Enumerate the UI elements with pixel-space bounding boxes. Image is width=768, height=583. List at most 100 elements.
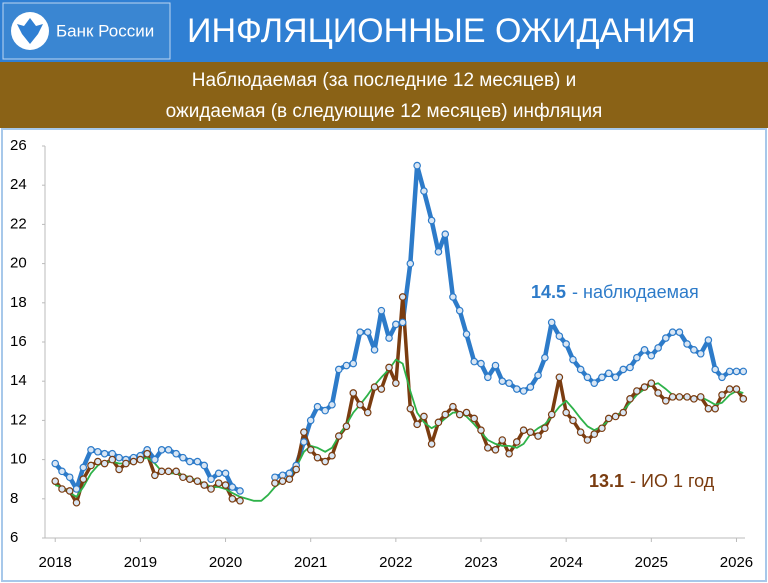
y-tick-label: 8 (10, 490, 18, 507)
annotation: 13.1 - ИО 1 год (589, 471, 715, 491)
x-tick-label: 2018 (39, 554, 72, 571)
annotation: 14.5 - наблюдаемая (531, 282, 699, 302)
data-point (462, 408, 471, 417)
data-point (505, 449, 513, 458)
data-point (356, 400, 364, 409)
data-point (108, 455, 117, 464)
data-point (462, 330, 471, 338)
data-point (555, 332, 564, 340)
data-point (725, 385, 734, 393)
data-point (221, 481, 230, 489)
data-point (214, 479, 223, 487)
data-point (122, 459, 130, 468)
data-point (313, 402, 322, 411)
data-point (185, 475, 194, 484)
data-point (541, 353, 549, 362)
data-point (690, 346, 698, 354)
data-point (519, 426, 528, 435)
data-point (221, 469, 230, 478)
data-point (696, 393, 705, 401)
data-point (654, 344, 662, 352)
data-point (51, 459, 60, 468)
data-point (356, 328, 364, 337)
data-point (611, 373, 620, 382)
data-point (306, 416, 315, 425)
y-tick-label: 12 (10, 411, 27, 428)
data-point (704, 404, 713, 413)
data-point (271, 479, 279, 487)
data-point (441, 230, 450, 239)
data-point (711, 404, 719, 413)
data-point (704, 336, 713, 344)
data-point (732, 367, 741, 376)
data-point (129, 457, 138, 466)
data-point (398, 293, 407, 301)
subtitle-line: ожидаемая (в следующие 12 месяцев) инфля… (166, 101, 603, 122)
data-point (526, 383, 535, 391)
data-point (300, 438, 308, 446)
data-point (214, 469, 223, 478)
data-point (427, 216, 436, 225)
y-tick-label: 14 (10, 372, 27, 389)
data-point (392, 320, 400, 329)
data-point (633, 387, 641, 395)
data-point (157, 467, 166, 476)
x-tick-label: 2022 (379, 554, 412, 571)
data-point (334, 365, 343, 374)
data-point (449, 402, 457, 411)
data-point (427, 440, 436, 448)
data-point (519, 387, 528, 395)
data-point (534, 432, 542, 440)
data-point (115, 465, 123, 474)
data-point (739, 395, 748, 403)
data-point (385, 363, 393, 372)
data-point (668, 393, 677, 401)
data-point (662, 334, 670, 342)
data-point (470, 414, 478, 423)
data-point (598, 424, 606, 433)
x-tick-label: 2023 (464, 554, 497, 571)
x-tick-label: 2019 (124, 554, 157, 571)
data-point (370, 383, 379, 391)
y-tick-label: 10 (10, 451, 27, 468)
page-title: ИНФЛЯЦИОННЫЕ ОЖИДАНИЯ (187, 12, 696, 50)
data-point (58, 485, 66, 493)
data-point (65, 487, 74, 495)
y-tick-label: 6 (10, 529, 18, 546)
y-tick-label: 24 (10, 176, 27, 193)
data-point (300, 428, 308, 436)
data-point (93, 457, 102, 466)
data-point (228, 494, 237, 503)
data-point (512, 438, 521, 446)
data-point (292, 465, 301, 474)
data-point (455, 410, 464, 419)
data-point (72, 498, 81, 507)
data-point (100, 449, 109, 458)
data-point (477, 359, 485, 368)
data-point (179, 473, 187, 482)
data-point (285, 475, 294, 484)
data-point (79, 463, 88, 472)
logo-text: Банк России (56, 21, 154, 40)
data-point (619, 365, 628, 374)
data-point (640, 346, 649, 354)
data-point (392, 379, 400, 387)
data-point (420, 187, 428, 195)
y-tick-label: 22 (10, 215, 27, 232)
y-tick-label: 18 (10, 294, 27, 311)
data-point (328, 400, 336, 409)
data-point (87, 445, 95, 454)
data-point (157, 445, 166, 454)
logo-eagle (17, 18, 43, 44)
y-tick-label: 20 (10, 255, 27, 272)
data-point (420, 412, 428, 421)
data-point (342, 361, 351, 370)
data-point (363, 408, 372, 417)
data-point (633, 353, 641, 362)
data-point (477, 426, 485, 435)
data-point (151, 455, 159, 464)
data-point (576, 365, 585, 374)
data-point (413, 420, 421, 429)
data-point (725, 367, 734, 376)
